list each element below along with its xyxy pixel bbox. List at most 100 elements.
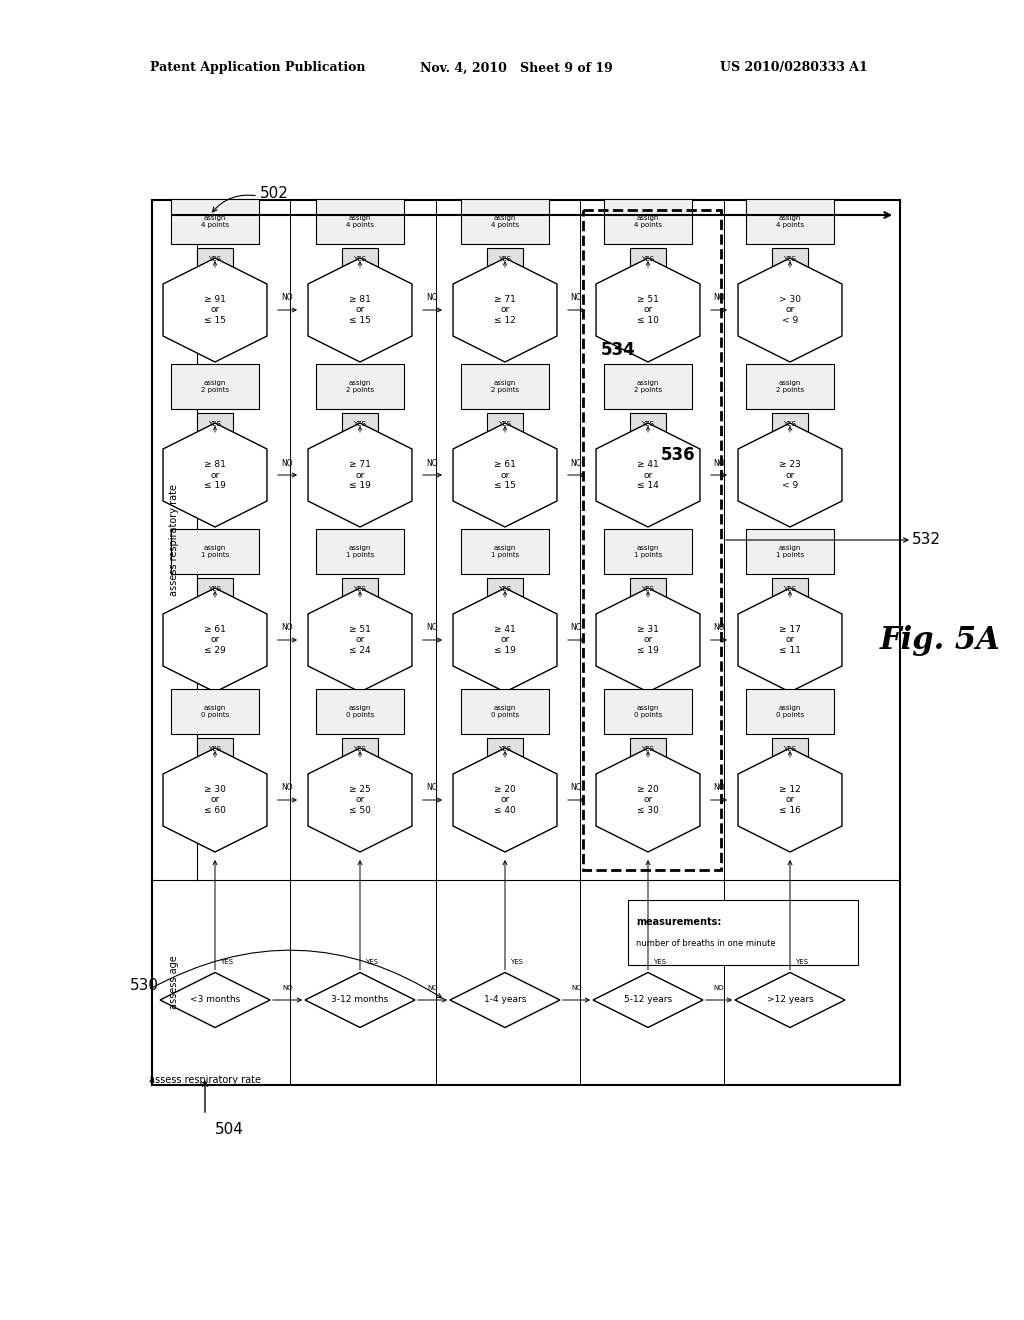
Text: YES: YES (209, 256, 221, 261)
Text: 1-4 years: 1-4 years (483, 995, 526, 1005)
Text: assess respiratory rate: assess respiratory rate (169, 484, 179, 597)
Text: 504: 504 (215, 1122, 244, 1138)
Text: YES: YES (353, 256, 367, 261)
Polygon shape (738, 748, 842, 851)
FancyBboxPatch shape (772, 578, 808, 601)
Text: YES: YES (641, 421, 654, 426)
Text: assign
0 points: assign 0 points (634, 705, 663, 718)
Text: YES: YES (796, 960, 809, 965)
FancyBboxPatch shape (316, 199, 404, 244)
FancyBboxPatch shape (461, 689, 549, 734)
Text: assign
0 points: assign 0 points (201, 705, 229, 718)
Polygon shape (596, 422, 700, 527)
Text: ≥ 61
or
≤ 29: ≥ 61 or ≤ 29 (204, 626, 226, 655)
FancyBboxPatch shape (746, 199, 834, 244)
FancyBboxPatch shape (342, 248, 378, 271)
Polygon shape (308, 748, 412, 851)
Text: 536: 536 (660, 446, 695, 465)
FancyBboxPatch shape (197, 738, 233, 760)
Text: YES: YES (641, 586, 654, 591)
Text: ≥ 31
or
≤ 19: ≥ 31 or ≤ 19 (637, 626, 658, 655)
FancyBboxPatch shape (316, 689, 404, 734)
Text: assign
1 points: assign 1 points (490, 545, 519, 558)
FancyBboxPatch shape (197, 248, 233, 271)
Text: NO: NO (570, 784, 583, 792)
Polygon shape (163, 587, 267, 692)
Text: YES: YES (499, 746, 512, 752)
Text: ≥ 71
or
≤ 19: ≥ 71 or ≤ 19 (349, 461, 371, 490)
Text: ≥ 41
or
≤ 19: ≥ 41 or ≤ 19 (494, 626, 516, 655)
FancyBboxPatch shape (604, 689, 692, 734)
Text: YES: YES (209, 746, 221, 752)
Text: NO: NO (427, 293, 438, 302)
Text: ≥ 30
or
≤ 60: ≥ 30 or ≤ 60 (204, 785, 226, 814)
Text: assign
2 points: assign 2 points (346, 380, 374, 393)
FancyBboxPatch shape (628, 900, 858, 965)
Text: NO: NO (713, 293, 725, 302)
Polygon shape (738, 257, 842, 362)
Text: YES: YES (499, 421, 512, 426)
Polygon shape (596, 587, 700, 692)
Text: ≥ 91
or
≤ 15: ≥ 91 or ≤ 15 (204, 296, 226, 325)
Text: YES: YES (499, 586, 512, 591)
Polygon shape (596, 257, 700, 362)
Text: 5-12 years: 5-12 years (624, 995, 672, 1005)
Text: YES: YES (353, 746, 367, 752)
Text: NO: NO (282, 293, 293, 302)
Text: assign
1 points: assign 1 points (201, 545, 229, 558)
Text: measurements:: measurements: (636, 917, 721, 927)
Polygon shape (453, 748, 557, 851)
Text: assign
2 points: assign 2 points (776, 380, 804, 393)
Text: > 30
or
< 9: > 30 or < 9 (779, 296, 801, 325)
Text: ≥ 61
or
≤ 15: ≥ 61 or ≤ 15 (494, 461, 516, 490)
Text: ≥ 20
or
≤ 40: ≥ 20 or ≤ 40 (495, 785, 516, 814)
Text: YES: YES (353, 421, 367, 426)
Text: YES: YES (220, 960, 233, 965)
Polygon shape (163, 257, 267, 362)
Text: assess respiratory rate: assess respiratory rate (150, 1074, 261, 1085)
Text: assign
4 points: assign 4 points (634, 215, 663, 228)
Text: ≥ 41
or
≤ 14: ≥ 41 or ≤ 14 (637, 461, 658, 490)
FancyBboxPatch shape (342, 738, 378, 760)
Text: NO: NO (713, 784, 725, 792)
Text: YES: YES (499, 256, 512, 261)
FancyBboxPatch shape (171, 529, 259, 574)
Text: NO: NO (571, 985, 582, 991)
FancyBboxPatch shape (316, 364, 404, 409)
FancyBboxPatch shape (630, 248, 666, 271)
Text: YES: YES (783, 746, 797, 752)
Text: NO: NO (570, 623, 583, 632)
Polygon shape (593, 973, 703, 1027)
Text: NO: NO (570, 458, 583, 467)
Polygon shape (738, 587, 842, 692)
Text: ≥ 25
or
≤ 50: ≥ 25 or ≤ 50 (349, 785, 371, 814)
Text: 534: 534 (601, 341, 635, 359)
FancyBboxPatch shape (316, 529, 404, 574)
Polygon shape (305, 973, 415, 1027)
Text: NO: NO (427, 623, 438, 632)
FancyBboxPatch shape (171, 689, 259, 734)
Text: assign
4 points: assign 4 points (201, 215, 229, 228)
FancyBboxPatch shape (630, 578, 666, 601)
FancyBboxPatch shape (487, 248, 523, 271)
Polygon shape (163, 422, 267, 527)
Text: 532: 532 (912, 532, 941, 548)
Text: ≥ 20
or
≤ 30: ≥ 20 or ≤ 30 (637, 785, 658, 814)
FancyBboxPatch shape (461, 199, 549, 244)
FancyBboxPatch shape (604, 199, 692, 244)
FancyBboxPatch shape (461, 529, 549, 574)
Text: NO: NO (283, 985, 293, 991)
Text: ≥ 51
or
≤ 24: ≥ 51 or ≤ 24 (349, 626, 371, 655)
Text: ≥ 81
or
≤ 19: ≥ 81 or ≤ 19 (204, 461, 226, 490)
Text: assign
0 points: assign 0 points (346, 705, 374, 718)
FancyBboxPatch shape (171, 364, 259, 409)
Text: 530: 530 (130, 978, 159, 993)
Text: number of breaths in one minute: number of breaths in one minute (636, 940, 775, 949)
FancyBboxPatch shape (197, 413, 233, 436)
Text: assign
4 points: assign 4 points (776, 215, 804, 228)
Text: assign
2 points: assign 2 points (634, 380, 663, 393)
Polygon shape (160, 973, 270, 1027)
Polygon shape (735, 973, 845, 1027)
Polygon shape (308, 257, 412, 362)
Text: YES: YES (209, 421, 221, 426)
